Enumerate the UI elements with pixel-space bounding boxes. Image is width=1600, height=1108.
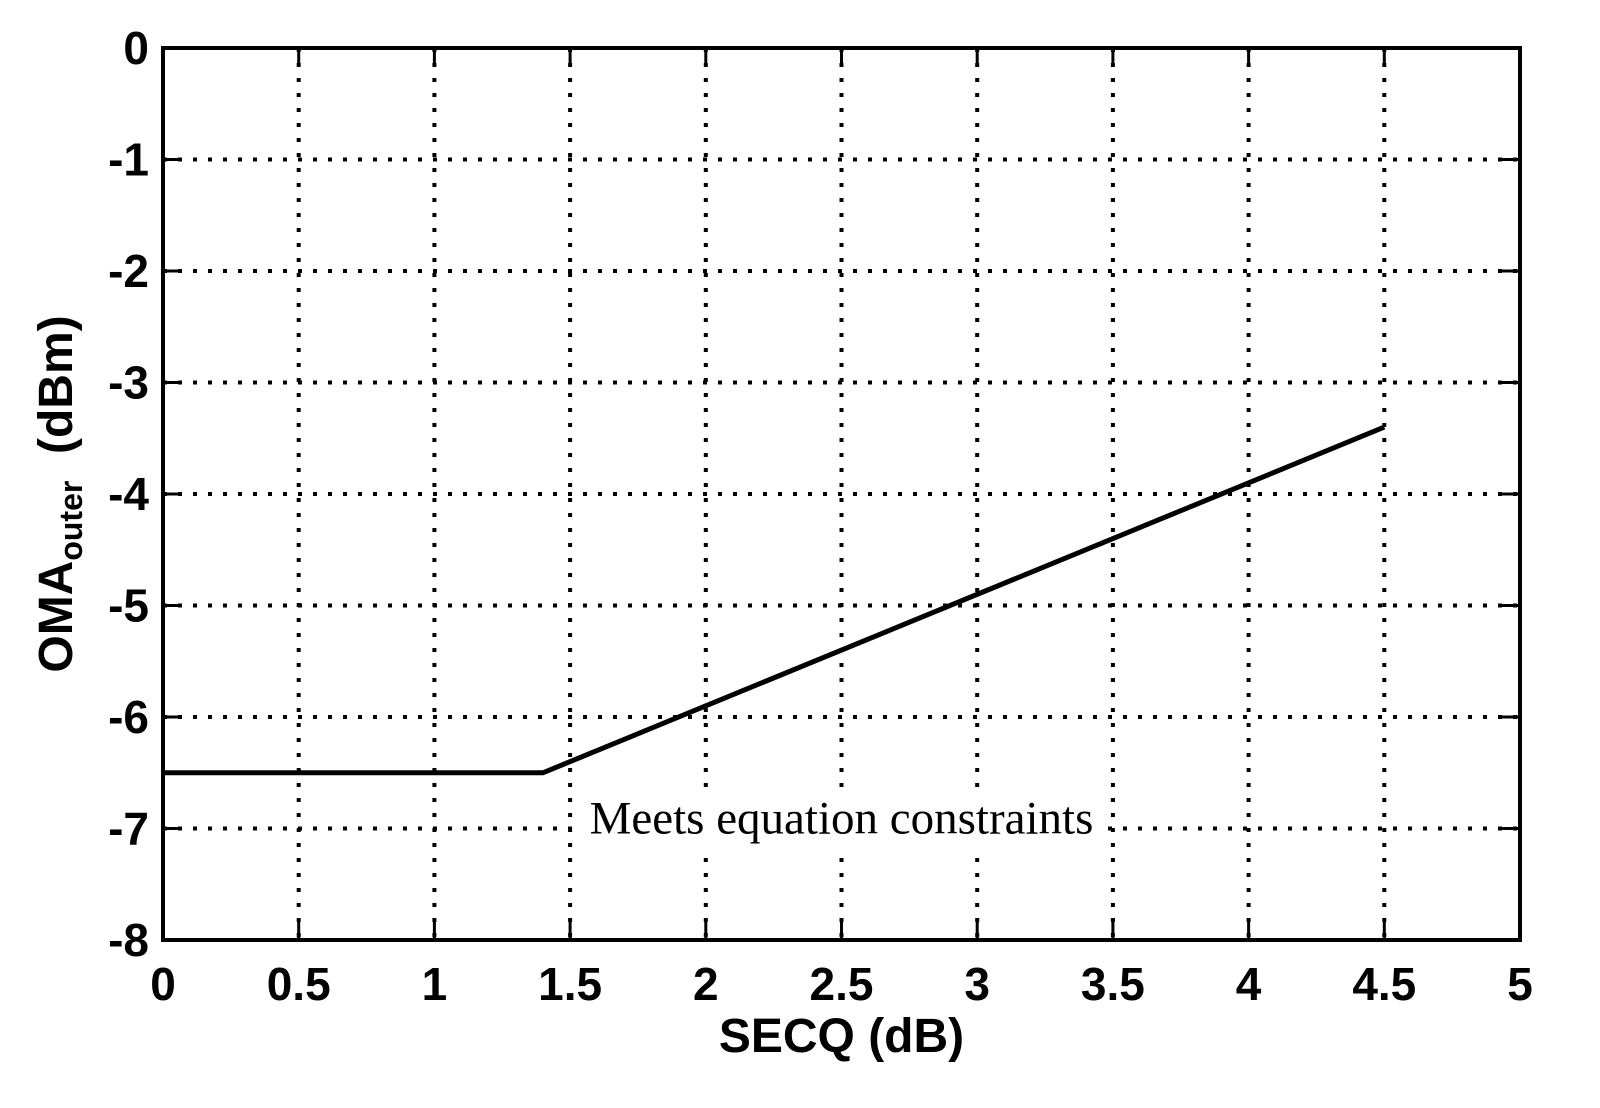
x-tick-label: 1 bbox=[422, 958, 448, 1010]
y-tick-label: -8 bbox=[108, 914, 149, 966]
x-tick-label: 3.5 bbox=[1081, 958, 1145, 1010]
x-tick-label: 3 bbox=[964, 958, 990, 1010]
x-tick-label: 0 bbox=[150, 958, 176, 1010]
y-tick-label: -2 bbox=[108, 245, 149, 297]
y-axis-title: OMAouter (dBm) bbox=[30, 315, 89, 672]
y-tick-label: -6 bbox=[108, 691, 149, 743]
x-tick-label: 2 bbox=[693, 958, 719, 1010]
plot-border bbox=[161, 46, 1522, 942]
x-tick-label: 1.5 bbox=[538, 958, 602, 1010]
y-tick-label: -1 bbox=[108, 134, 149, 186]
x-tick-label: 4 bbox=[1236, 958, 1262, 1010]
x-tick-label: 0.5 bbox=[267, 958, 331, 1010]
y-tick-label: -4 bbox=[108, 468, 149, 520]
y-tick-label: -3 bbox=[108, 357, 149, 409]
limit-line bbox=[163, 424, 1386, 776]
y-tick-label: 0 bbox=[123, 22, 149, 74]
x-tick-label: 2.5 bbox=[810, 958, 874, 1010]
annotation-label: Meets equation constraints bbox=[590, 792, 1094, 844]
x-axis-title: SECQ (dB) bbox=[719, 1010, 964, 1063]
y-tick-label: -7 bbox=[108, 803, 149, 855]
x-tick-label: 5 bbox=[1507, 958, 1533, 1010]
y-tick-label: -5 bbox=[108, 580, 149, 632]
annotation-backing bbox=[577, 788, 1106, 849]
x-tick-label: 4.5 bbox=[1352, 958, 1416, 1010]
